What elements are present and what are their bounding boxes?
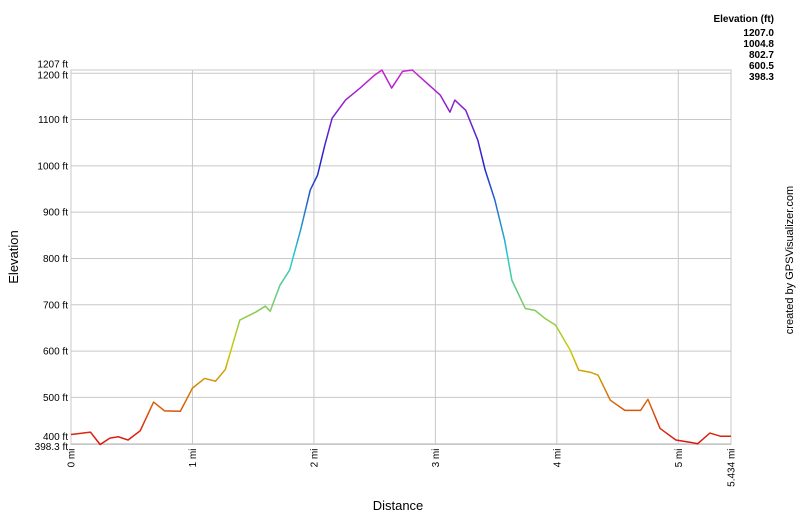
x-tick-label: 5.434 mi (727, 449, 738, 487)
watermark: created by GPSVisualizer.com (784, 186, 796, 334)
y-tick-label: 398.3 ft (35, 442, 69, 453)
legend-value: 1207.0 (743, 28, 774, 39)
y-tick-label: 1207 ft (37, 60, 68, 71)
y-tick-label: 1200 ft (37, 71, 68, 82)
x-tick-label: 2 mi (309, 449, 320, 468)
x-tick-label: 4 mi (552, 449, 563, 468)
legend-value: 1004.8 (743, 39, 774, 50)
y-tick-label: 800 ft (43, 254, 68, 265)
x-tick-label: 0 mi (67, 449, 78, 468)
plot-area (70, 69, 732, 445)
y-tick-label: 600 ft (43, 347, 68, 358)
elevation-line (70, 69, 731, 446)
y-tick-label: 900 ft (43, 208, 68, 219)
x-tick-label: 1 mi (188, 449, 199, 468)
x-tick-label: 3 mi (431, 449, 442, 468)
legend-title: Elevation (ft) (713, 14, 774, 25)
y-tick-label: 400 ft (43, 432, 68, 443)
legend-value: 398.3 (749, 72, 774, 83)
y-tick-label: 500 ft (43, 393, 68, 404)
legend-value: 802.7 (749, 50, 774, 61)
x-tick-label: 5 mi (674, 449, 685, 468)
y-tick-label: 1100 ft (38, 115, 68, 126)
y-tick-label: 700 ft (43, 300, 68, 311)
x-axis-title: Distance (373, 498, 424, 513)
y-tick-label: 1000 ft (37, 161, 68, 172)
legend-value: 600.5 (749, 61, 774, 72)
y-axis-title: Elevation (6, 230, 21, 283)
